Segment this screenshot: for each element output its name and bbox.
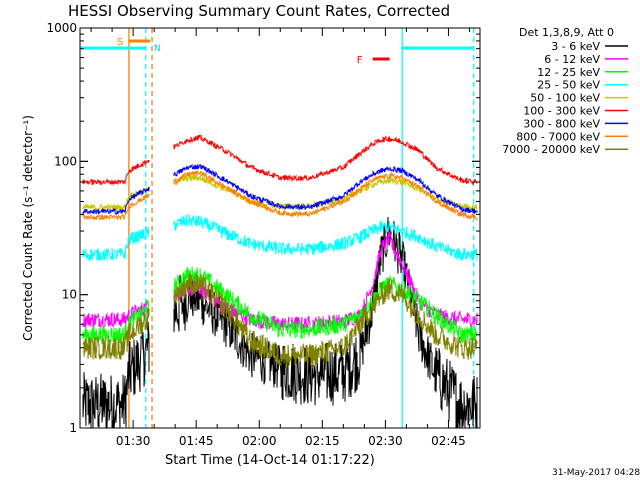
x-axis-label: Start Time (14-Oct-14 01:17:22): [165, 453, 375, 468]
x-tick-label: 02:00: [242, 434, 277, 448]
y-tick-label: 1000: [46, 21, 77, 35]
series-line: [82, 216, 478, 429]
x-tick-label: 01:30: [116, 434, 151, 448]
legend-label: 6 - 12 keV: [544, 53, 600, 66]
legend-label: 300 - 800 keV: [523, 117, 600, 130]
legend-label: 3 - 6 keV: [551, 40, 600, 53]
y-axis-label: Corrected Count Rate (s⁻¹ detector⁻¹): [21, 115, 35, 341]
legend-label: 7000 - 20000 keV: [502, 143, 600, 156]
series-line: [82, 163, 478, 216]
x-tick-label: 02:45: [431, 434, 466, 448]
x-tick-label: 02:15: [305, 434, 340, 448]
annotation-label: N: [154, 44, 161, 54]
legend-label: 12 - 25 keV: [537, 66, 600, 79]
series-line: [82, 271, 478, 368]
legend-label: 50 - 100 keV: [530, 92, 600, 105]
y-tick-label: 100: [54, 154, 77, 168]
y-tick-label: 10: [62, 288, 77, 302]
chart-title: HESSI Observing Summary Count Rates, Cor…: [68, 2, 451, 20]
legend-label: 100 - 300 keV: [523, 105, 600, 118]
x-tick-label: 01:45: [179, 434, 214, 448]
y-tick-label: 1: [69, 421, 77, 435]
legend-label: 800 - 7000 keV: [516, 130, 600, 143]
annotation-label: S: [117, 37, 123, 48]
x-tick-label: 02:30: [368, 434, 403, 448]
annotation-label: F: [357, 55, 363, 66]
series-line: [82, 134, 478, 186]
legend-label: 25 - 50 keV: [537, 79, 600, 92]
series-line: [82, 266, 478, 345]
legend-title: Det 1,3,8,9, Att 0: [519, 26, 614, 39]
series-line: [82, 170, 478, 222]
series-line: [82, 213, 478, 262]
timestamp: 31-May-2017 04:28: [552, 468, 640, 478]
